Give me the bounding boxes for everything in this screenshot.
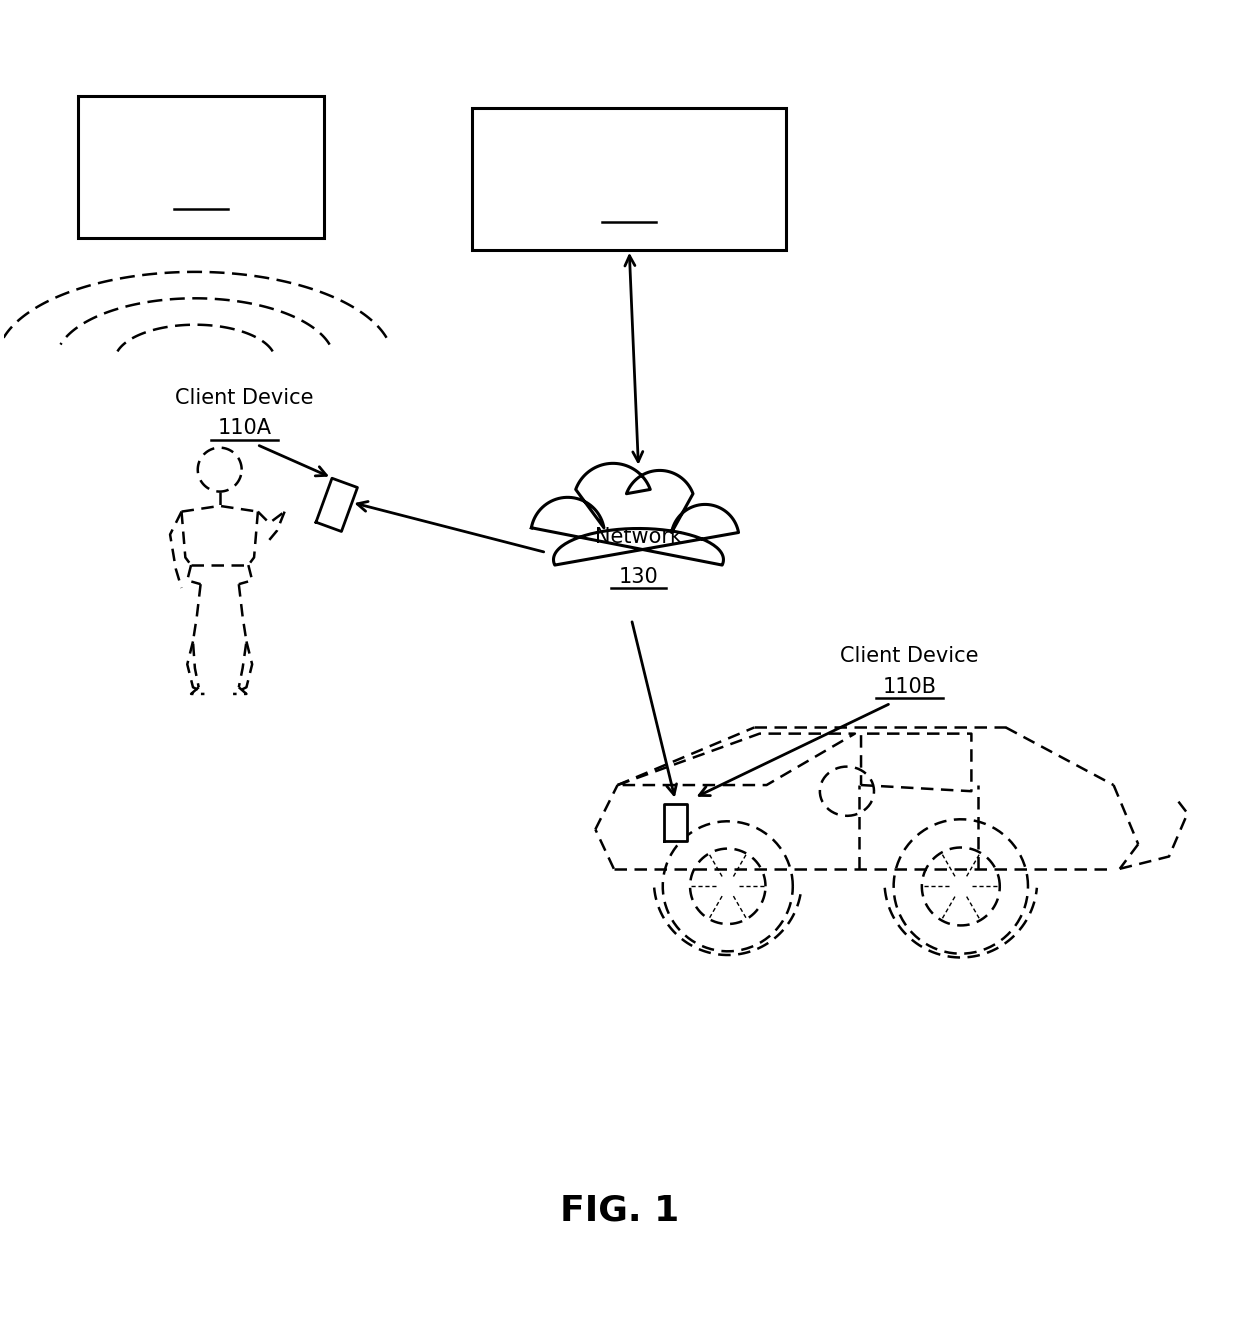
Bar bbox=[472, 109, 786, 250]
Polygon shape bbox=[665, 804, 687, 841]
Text: Client Device: Client Device bbox=[175, 388, 314, 408]
Text: FIG. 1: FIG. 1 bbox=[560, 1194, 680, 1227]
Text: 120: 120 bbox=[181, 188, 221, 208]
Text: Broadcaster: Broadcaster bbox=[139, 135, 264, 155]
Text: Client Device: Client Device bbox=[841, 647, 978, 666]
Polygon shape bbox=[316, 478, 357, 531]
Text: 110A: 110A bbox=[217, 419, 272, 439]
Text: Network System: Network System bbox=[543, 148, 715, 168]
Text: 130: 130 bbox=[619, 567, 658, 587]
Polygon shape bbox=[532, 464, 739, 564]
Text: Network: Network bbox=[595, 527, 682, 547]
Text: 100: 100 bbox=[609, 200, 649, 220]
Bar bbox=[78, 95, 325, 237]
Text: 110B: 110B bbox=[883, 677, 936, 697]
